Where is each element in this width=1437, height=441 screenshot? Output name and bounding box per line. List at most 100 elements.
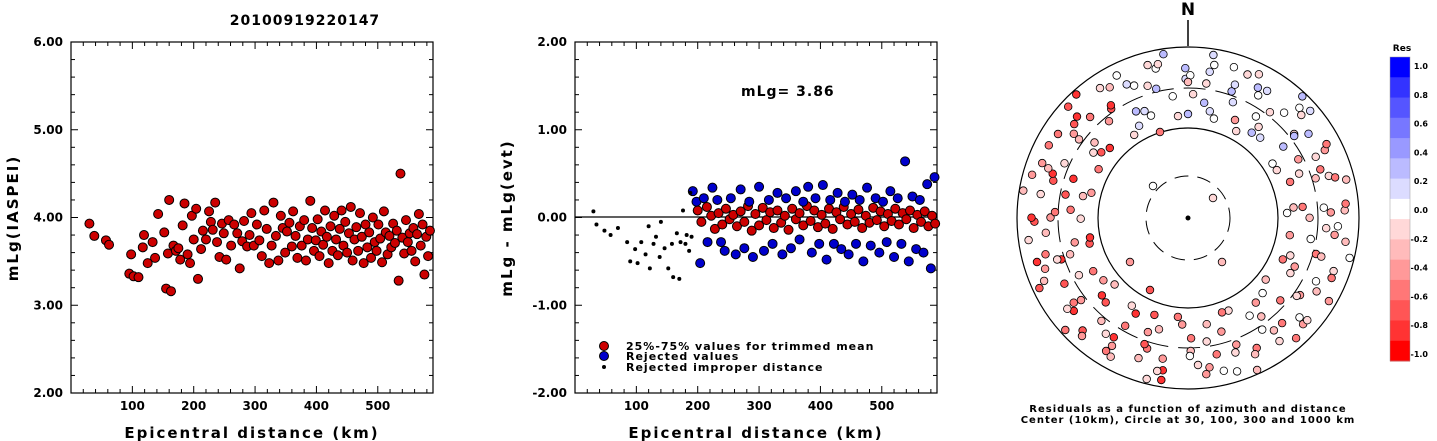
circle-30km bbox=[1145, 175, 1231, 261]
colorbar-swatch bbox=[1390, 178, 1410, 200]
residual-marker bbox=[1290, 262, 1299, 271]
data-point bbox=[720, 203, 731, 214]
data-point bbox=[832, 187, 843, 198]
data-point bbox=[772, 205, 783, 216]
data-point bbox=[717, 219, 728, 230]
data-point bbox=[229, 219, 240, 230]
residual-marker bbox=[1072, 112, 1082, 121]
x-tick-label: 300 bbox=[243, 399, 268, 413]
data-point bbox=[280, 247, 291, 258]
data-point bbox=[261, 223, 272, 234]
data-point bbox=[419, 269, 430, 280]
residual-marker bbox=[1229, 62, 1239, 72]
residual-marker bbox=[1268, 159, 1277, 168]
polar-plot: N Residuals as a function of azimuth and… bbox=[1016, 0, 1360, 426]
data-point bbox=[342, 247, 353, 258]
residual-marker bbox=[1061, 190, 1070, 199]
data-point bbox=[879, 221, 890, 232]
residual-marker bbox=[1341, 199, 1350, 208]
data-point bbox=[197, 225, 208, 236]
data-point bbox=[415, 240, 426, 251]
data-point bbox=[312, 214, 323, 225]
data-point bbox=[401, 215, 412, 226]
circle-1000km bbox=[1016, 46, 1360, 390]
residual-marker bbox=[1019, 186, 1028, 195]
data-point bbox=[395, 168, 406, 179]
data-point bbox=[318, 239, 329, 250]
residual-marker bbox=[1131, 309, 1140, 318]
data-point bbox=[200, 234, 211, 245]
residual-marker bbox=[1245, 311, 1254, 320]
data-point bbox=[777, 249, 788, 260]
data-point bbox=[177, 220, 188, 231]
data-point bbox=[259, 205, 270, 216]
residual-marker bbox=[1041, 228, 1050, 237]
residual-marker bbox=[1095, 83, 1105, 93]
residual-marker bbox=[1230, 115, 1240, 125]
data-point bbox=[853, 204, 864, 215]
residual-marker bbox=[1069, 119, 1079, 129]
data-point bbox=[858, 256, 869, 267]
colorbar-swatches bbox=[1389, 56, 1411, 362]
data-point bbox=[847, 189, 858, 200]
data-point bbox=[692, 205, 703, 216]
residual-marker bbox=[1125, 257, 1135, 267]
residual-marker bbox=[1247, 128, 1256, 137]
residual-marker bbox=[1330, 230, 1339, 240]
residual-marker bbox=[1177, 320, 1187, 329]
data-point bbox=[266, 240, 277, 251]
residual-marker bbox=[1173, 111, 1183, 121]
x-tick-label: 500 bbox=[869, 399, 894, 413]
data-point bbox=[919, 206, 930, 217]
x-ticks-2: 100 200 300 400 500 bbox=[586, 42, 932, 413]
residual-marker bbox=[1329, 266, 1338, 276]
data-point bbox=[735, 184, 746, 195]
data-point bbox=[207, 224, 218, 235]
data-point bbox=[284, 217, 295, 228]
data-point bbox=[881, 237, 892, 248]
residual-marker bbox=[1326, 208, 1335, 217]
data-point bbox=[828, 238, 839, 249]
data-point bbox=[680, 208, 685, 213]
y-tick-label: -2.00 bbox=[532, 386, 567, 400]
residual-marker bbox=[1155, 127, 1165, 137]
residual-marker bbox=[1294, 169, 1304, 178]
residual-marker bbox=[1295, 103, 1304, 112]
data-point bbox=[314, 251, 325, 262]
colorbar-tick-label: -0.8 bbox=[1411, 321, 1429, 330]
residual-marker bbox=[1148, 181, 1158, 191]
data-point bbox=[757, 202, 768, 213]
data-point bbox=[210, 197, 221, 208]
colorbar-swatch bbox=[1390, 320, 1410, 342]
residual-marker bbox=[1151, 84, 1161, 93]
residual-marker bbox=[1205, 363, 1214, 372]
data-point bbox=[384, 230, 395, 241]
residual-marker bbox=[1036, 189, 1045, 199]
residual-marker bbox=[1094, 164, 1103, 174]
x-tick-label: 500 bbox=[365, 399, 390, 413]
x-ticks-1: 100 200 300 400 500 bbox=[82, 42, 428, 413]
residual-marker bbox=[1040, 264, 1050, 273]
colorbar-tick-label: 0.8 bbox=[1414, 91, 1429, 100]
data-point bbox=[391, 225, 402, 236]
colorbar-swatch bbox=[1390, 77, 1410, 99]
colorbar-swatch bbox=[1390, 97, 1410, 119]
residual-marker bbox=[1035, 283, 1044, 293]
legend-label-trimmed: 25%-75% values for trimmed mean bbox=[626, 340, 874, 353]
residual-marker bbox=[1311, 174, 1320, 183]
data-point bbox=[270, 230, 281, 241]
data-point bbox=[633, 247, 638, 252]
residual-marker bbox=[1122, 80, 1131, 89]
colorbar-swatch bbox=[1390, 340, 1410, 362]
data-point bbox=[226, 240, 237, 251]
data-point bbox=[193, 273, 204, 284]
residual-marker bbox=[1106, 101, 1116, 110]
data-point bbox=[885, 186, 896, 197]
residual-marker bbox=[1069, 298, 1078, 307]
residual-marker bbox=[1217, 327, 1226, 336]
data-point bbox=[305, 195, 316, 206]
data-point bbox=[712, 194, 723, 205]
data-point bbox=[340, 216, 351, 227]
residual-marker bbox=[1181, 63, 1190, 73]
